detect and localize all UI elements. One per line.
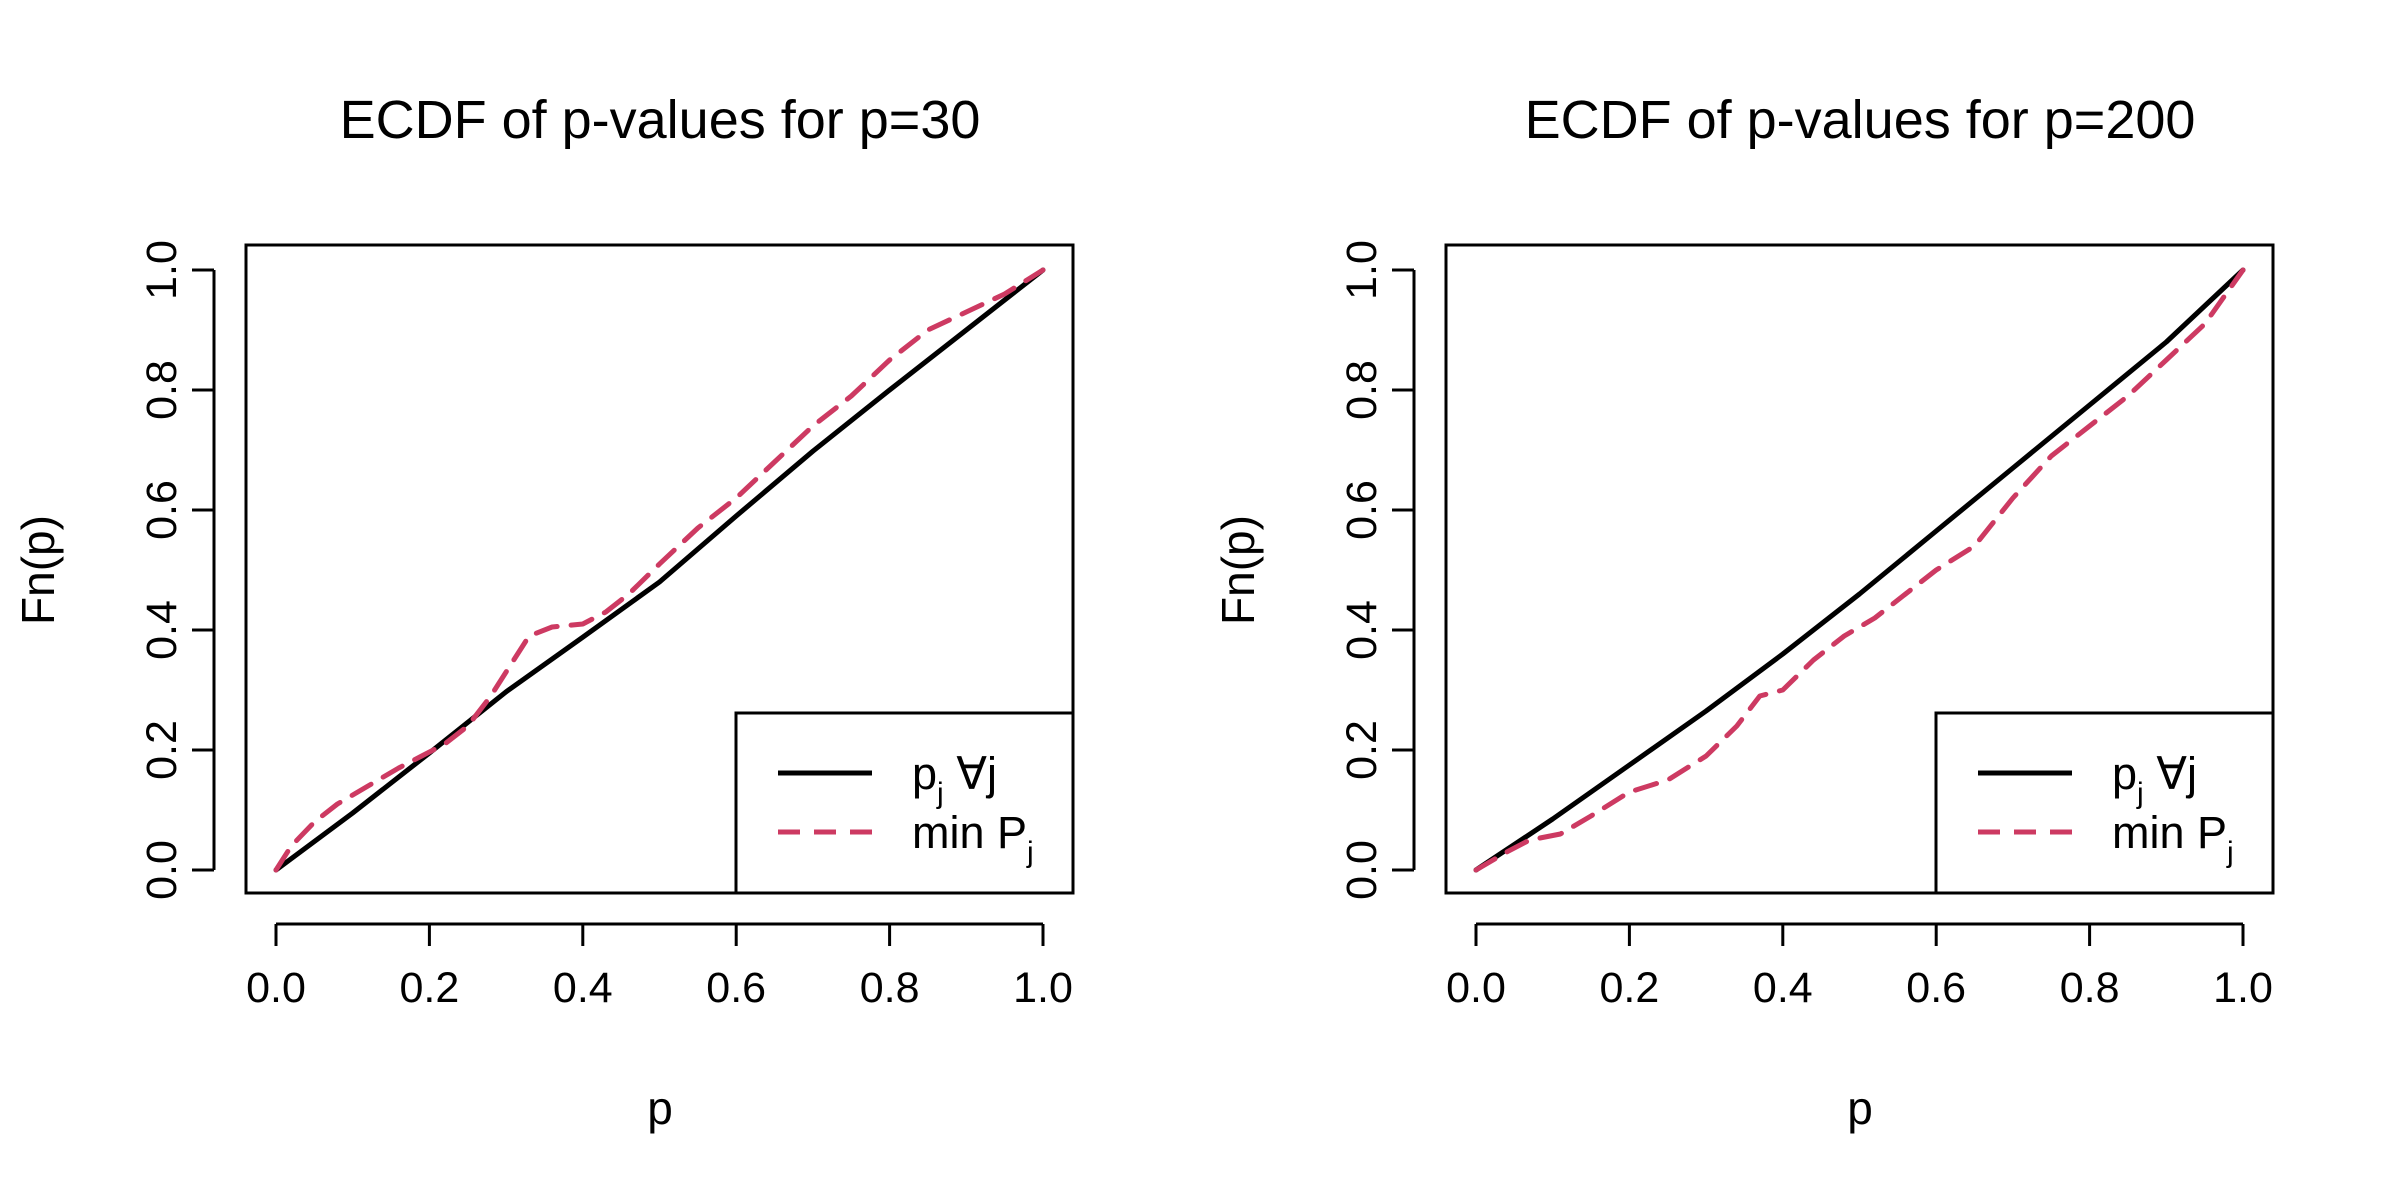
- y-axis-label: Fn(p): [12, 515, 64, 625]
- series-line-min-pj: [273, 267, 1046, 873]
- series-layer: [273, 267, 1046, 873]
- x-axis-label: p: [1847, 1082, 1873, 1134]
- legend-label-pj: pj ∀j: [912, 748, 997, 810]
- series-line-pj: [273, 267, 1046, 873]
- chart-title: ECDF of p-values for p=30: [340, 90, 981, 150]
- legend-label-pj-suffix: ∀j: [2144, 748, 2197, 799]
- y-tick-label: 0.0: [1338, 840, 1386, 900]
- legend-label-pj-suffix: ∀j: [944, 748, 997, 799]
- legend-label-minpj-main: min P: [2112, 807, 2227, 858]
- legend: pj ∀j min Pj: [734, 711, 1075, 895]
- y-tick-label: 0.8: [1338, 360, 1386, 420]
- plot-frame: [1444, 243, 2275, 895]
- x-axis: 0.0 0.2 0.4 0.6 0.8 1.0: [246, 922, 1073, 1012]
- x-axis: 0.0 0.2 0.4 0.6 0.8 1.0: [1446, 922, 2273, 1012]
- y-tick-label: 0.4: [1338, 600, 1386, 660]
- y-tick-label: 0.8: [138, 360, 186, 420]
- x-tick-label: 0.0: [246, 964, 306, 1012]
- legend-label-minpj-main: min P: [912, 807, 1027, 858]
- legend-label-minpj: min Pj: [912, 807, 1034, 869]
- y-axis: 0.0 0.2 0.4 0.6 0.8 1.0: [1338, 240, 1416, 900]
- y-axis: 0.0 0.2 0.4 0.6 0.8 1.0: [138, 240, 216, 900]
- y-tick-label: 0.0: [138, 840, 186, 900]
- x-tick-label: 0.0: [1446, 964, 1506, 1012]
- chart-panel-p200: ECDF of p-values for p=200 p Fn(p) 0.0 0.…: [1212, 90, 2275, 1134]
- x-tick-label: 0.8: [860, 964, 920, 1012]
- x-tick-label: 0.4: [1753, 964, 1813, 1012]
- x-axis-label: p: [647, 1082, 673, 1134]
- x-tick-label: 0.2: [1600, 964, 1660, 1012]
- x-tick-label: 1.0: [1013, 964, 1073, 1012]
- legend-label-minpj-sub: j: [2226, 836, 2234, 869]
- legend-box: [1934, 711, 2275, 895]
- y-axis-label: Fn(p): [1212, 515, 1264, 625]
- x-tick-label: 0.6: [1906, 964, 1966, 1012]
- legend-label-pj-sub: j: [2136, 777, 2144, 810]
- legend-label-minpj: min Pj: [2112, 807, 2234, 869]
- x-tick-label: 0.4: [553, 964, 613, 1012]
- y-tick-label: 1.0: [138, 240, 186, 300]
- y-tick-label: 0.6: [138, 480, 186, 540]
- y-tick-label: 0.2: [138, 720, 186, 780]
- legend-label-pj-main: p: [912, 748, 937, 799]
- y-tick-label: 0.6: [1338, 480, 1386, 540]
- y-tick-label: 0.4: [138, 600, 186, 660]
- series-line-min-pj: [1473, 267, 2246, 873]
- legend-label-pj-sub: j: [936, 777, 944, 810]
- plot-frame: [244, 243, 1075, 895]
- chart-panel-p30: ECDF of p-values for p=30 p Fn(p) 0.0 0.2…: [12, 90, 1075, 1134]
- x-tick-label: 0.2: [400, 964, 460, 1012]
- legend-label-pj-main: p: [2112, 748, 2137, 799]
- x-tick-label: 1.0: [2213, 964, 2273, 1012]
- legend: pj ∀j min Pj: [1934, 711, 2275, 895]
- series-layer: [1473, 267, 2246, 873]
- series-line-pj: [1473, 267, 2246, 873]
- y-tick-label: 1.0: [1338, 240, 1386, 300]
- legend-box: [734, 711, 1075, 895]
- x-tick-label: 0.8: [2060, 964, 2120, 1012]
- y-tick-label: 0.2: [1338, 720, 1386, 780]
- chart-title: ECDF of p-values for p=200: [1525, 90, 2196, 150]
- legend-label-pj: pj ∀j: [2112, 748, 2197, 810]
- x-tick-label: 0.6: [706, 964, 766, 1012]
- legend-label-minpj-sub: j: [1026, 836, 1034, 869]
